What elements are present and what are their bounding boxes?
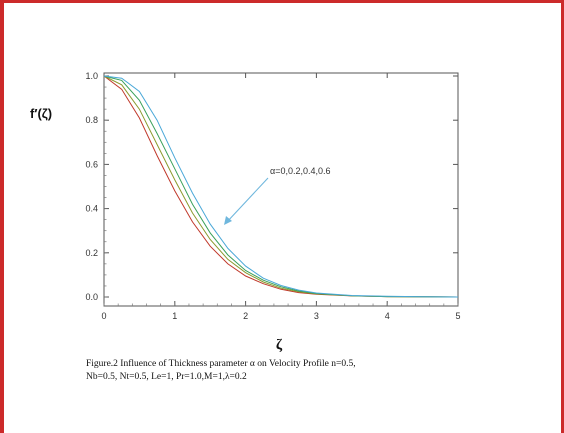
y-axis-label: f′(ζ): [30, 106, 52, 121]
x-tick-label: 3: [314, 311, 319, 321]
figure-caption: Figure.2 Influence of Thickness paramete…: [86, 358, 506, 384]
y-tick-label: 0.2: [85, 248, 98, 258]
x-axis-label: ζ: [276, 337, 283, 353]
y-tick-label: 0.4: [85, 204, 98, 214]
series-line-2: [103, 75, 459, 298]
caption-line-2: Nb=0.5, Nt=0.5, Le=1, Pr=1.0,M=1,λ=0.2: [86, 372, 247, 382]
series-line-3: [103, 75, 459, 298]
x-tick-label: 0: [101, 311, 106, 321]
plot-area-frame: [103, 72, 459, 307]
y-tick-label: 0.8: [85, 115, 98, 125]
y-tick-label: 0.6: [85, 159, 98, 169]
x-tick-label: 2: [243, 311, 248, 321]
annotation-label: α=0,0.2,0.4,0.6: [270, 166, 331, 176]
series-line-1: [103, 75, 459, 298]
x-tick-label: 1: [172, 311, 177, 321]
x-tick-label: 5: [455, 311, 460, 321]
x-tick-label: 4: [385, 311, 390, 321]
annotation-arrowhead: [224, 216, 232, 225]
caption-line-1: Figure.2 Influence of Thickness paramete…: [86, 359, 356, 369]
annotation-arrow: [225, 177, 269, 224]
y-tick-label: 0.0: [85, 292, 98, 302]
y-tick-label: 1.0: [85, 71, 98, 81]
series-line-0: [103, 75, 459, 298]
